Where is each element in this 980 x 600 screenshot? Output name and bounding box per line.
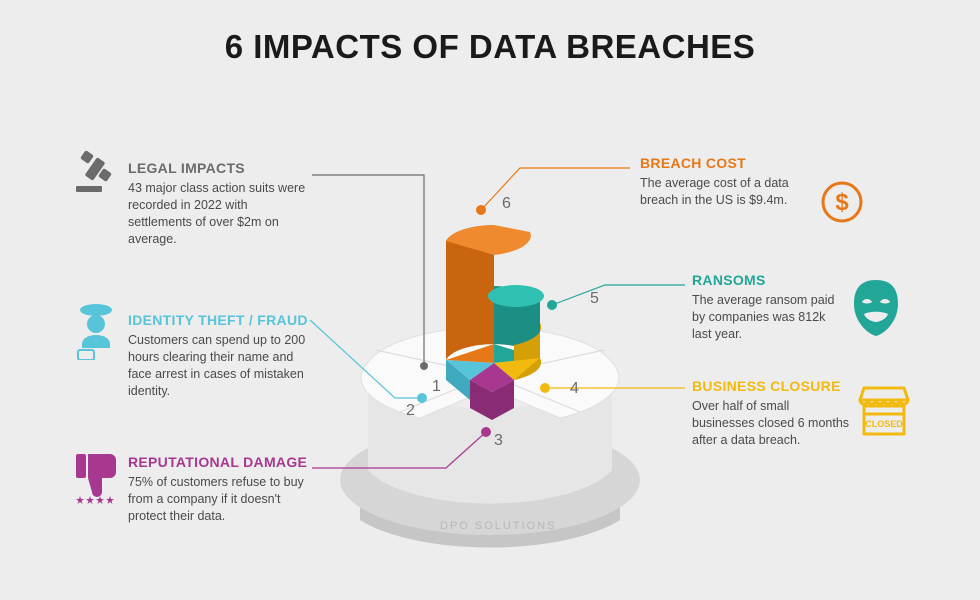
- closure-heading: BUSINESS CLOSURE: [692, 378, 852, 394]
- dollar-icon: $: [820, 180, 864, 224]
- number-5: 5: [590, 290, 599, 308]
- infographic-stage: 1 2 3 4 5 6 LEGAL IMPACTS 43 major class…: [0, 0, 980, 600]
- svg-text:CLOSED: CLOSED: [865, 419, 903, 429]
- legal-body: 43 major class action suits were recorde…: [128, 180, 313, 248]
- identity-body: Customers can spend up to 200 hours clea…: [128, 332, 313, 400]
- thumbs-down-icon: [72, 450, 120, 506]
- callout-closure: BUSINESS CLOSURE Over half of small busi…: [692, 378, 852, 449]
- closed-shop-icon: CLOSED: [856, 382, 912, 438]
- dot-5: [547, 300, 557, 310]
- cost-body: The average cost of a data breach in the…: [640, 175, 800, 209]
- ransom-body: The average ransom paid by companies was…: [692, 292, 837, 343]
- svg-text:$: $: [835, 189, 849, 216]
- reput-heading: REPUTATIONAL DAMAGE: [128, 454, 313, 470]
- ransom-heading: RANSOMS: [692, 272, 837, 288]
- number-4: 4: [570, 380, 579, 398]
- closure-body: Over half of small businesses closed 6 m…: [692, 398, 852, 449]
- number-2: 2: [406, 402, 415, 420]
- cost-heading: BREACH COST: [640, 155, 800, 171]
- number-3: 3: [494, 432, 503, 450]
- dot-3: [481, 427, 491, 437]
- callout-identity: IDENTITY THEFT / FRAUD Customers can spe…: [128, 312, 313, 400]
- number-1: 1: [432, 378, 441, 396]
- number-6: 6: [502, 195, 511, 213]
- dot-4: [540, 383, 550, 393]
- callout-cost: BREACH COST The average cost of a data b…: [640, 155, 800, 209]
- base-label: DPO SOLUTIONS: [440, 520, 556, 532]
- legal-heading: LEGAL IMPACTS: [128, 160, 313, 176]
- anonymous-mask-icon: [850, 278, 902, 338]
- gavel-icon: [72, 150, 120, 198]
- identity-heading: IDENTITY THEFT / FRAUD: [128, 312, 313, 328]
- thief-icon: [72, 300, 120, 360]
- dot-2: [417, 393, 427, 403]
- reput-body: 75% of customers refuse to buy from a co…: [128, 474, 313, 525]
- dot-6: [476, 205, 486, 215]
- callout-legal: LEGAL IMPACTS 43 major class action suit…: [128, 160, 313, 248]
- callout-reput: REPUTATIONAL DAMAGE 75% of customers ref…: [128, 454, 313, 525]
- callout-ransom: RANSOMS The average ransom paid by compa…: [692, 272, 837, 343]
